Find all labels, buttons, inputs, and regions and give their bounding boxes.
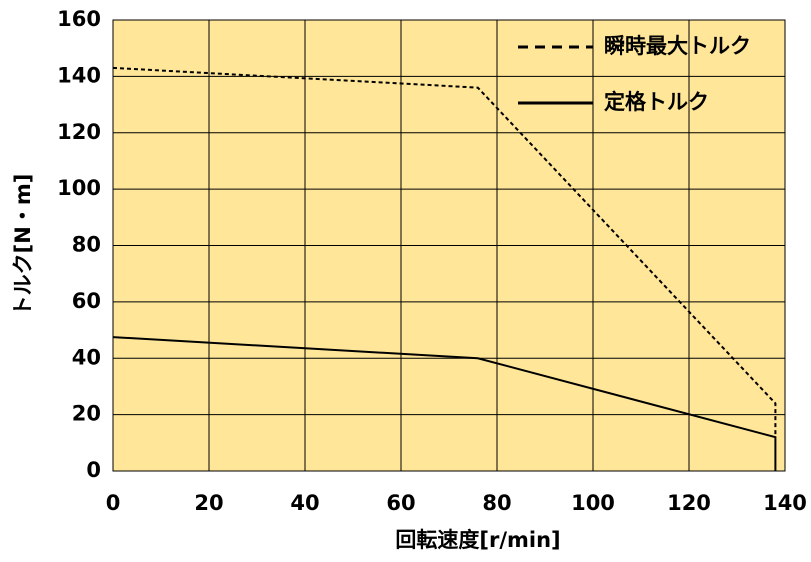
y-tick-label: 60 <box>72 289 101 313</box>
x-tick-label: 40 <box>290 491 319 515</box>
x-tick-label: 100 <box>571 491 615 515</box>
y-tick-label: 120 <box>57 120 101 144</box>
series-line <box>112 336 777 471</box>
x-axis-label: 回転速度[r/min] <box>395 528 560 552</box>
x-tick-label: 60 <box>386 491 415 515</box>
y-tick-label: 80 <box>72 233 101 257</box>
legend-label: 瞬時最大トルク <box>604 34 751 58</box>
y-tick-label: 100 <box>57 176 101 200</box>
y-tick-label: 0 <box>86 458 101 482</box>
legend-label: 定格トルク <box>604 90 709 114</box>
y-axis-label: トルク[N・m] <box>11 174 35 317</box>
y-tick-label: 140 <box>57 63 101 87</box>
x-tick-label: 120 <box>667 491 711 515</box>
x-tick-label: 20 <box>194 491 223 515</box>
series-line <box>112 66 777 438</box>
y-tick-label: 40 <box>72 345 101 369</box>
x-tick-label: 140 <box>763 491 807 515</box>
y-tick-label: 20 <box>72 402 101 426</box>
y-tick-label: 160 <box>57 7 101 31</box>
x-tick-label: 80 <box>482 491 511 515</box>
x-tick-label: 0 <box>106 491 121 515</box>
